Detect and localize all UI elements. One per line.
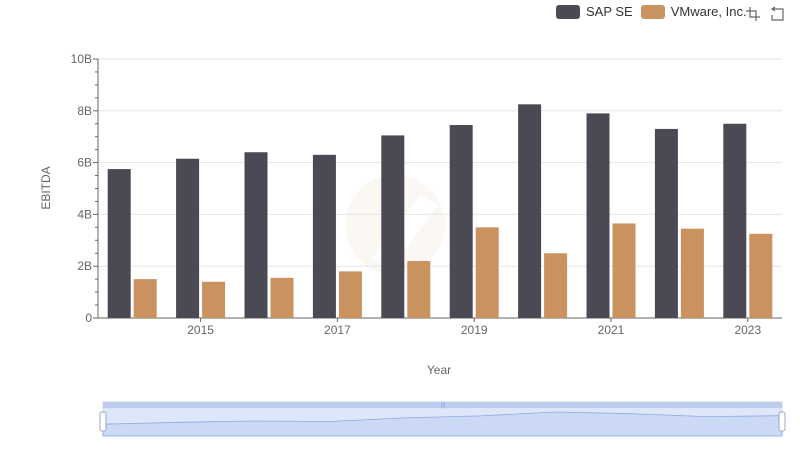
x-tick-label: 2023 [734, 323, 761, 337]
x-tick-label: 2019 [461, 323, 488, 337]
bars [107, 104, 773, 318]
legend: SAP SE VMware, Inc. [556, 4, 747, 19]
legend-item-sap[interactable]: SAP SE [556, 4, 633, 19]
x-tick-label: 2015 [187, 323, 214, 337]
bar-vmware-2019[interactable] [475, 227, 499, 318]
bar-vmware-2014[interactable] [133, 279, 157, 318]
legend-label-vmware: VMware, Inc. [670, 4, 747, 19]
data-zoom-right-handle[interactable] [778, 411, 786, 432]
data-zoom-grip-icon: ||| [441, 403, 446, 409]
bar-sap-2019[interactable] [449, 125, 473, 318]
x-tick-label: 2021 [598, 323, 625, 337]
bar-vmware-2021[interactable] [612, 223, 636, 318]
bar-sap-2021[interactable] [586, 113, 610, 318]
tick-labels: 0 2B 4B 6B 8B 10B 2015 2017 2019 2021 2023 [71, 52, 762, 337]
data-zoom-handle-bar[interactable] [103, 402, 782, 408]
data-zoom-slider[interactable]: ||| [99, 401, 786, 437]
data-zoom-left-handle[interactable] [99, 411, 107, 432]
bar-vmware-2017[interactable] [338, 271, 362, 318]
y-tick-label: 10B [71, 52, 92, 66]
x-axis-label: Year [427, 363, 451, 377]
y-tick-label: 4B [77, 207, 92, 221]
bar-sap-2020[interactable] [518, 104, 542, 318]
restore-icon[interactable] [769, 6, 785, 22]
bar-sap-2018[interactable] [381, 135, 405, 318]
legend-label-sap: SAP SE [586, 4, 633, 19]
bar-vmware-2018[interactable] [407, 261, 431, 318]
x-tick-label: 2017 [324, 323, 351, 337]
bar-vmware-2023[interactable] [749, 233, 773, 318]
y-axis-label: EBITDA [39, 166, 53, 209]
bar-sap-2022[interactable] [654, 128, 678, 318]
bar-sap-2016[interactable] [244, 152, 268, 318]
bar-vmware-2022[interactable] [680, 228, 704, 318]
bar-sap-2015[interactable] [176, 158, 200, 318]
bar-vmware-2020[interactable] [544, 253, 568, 318]
bar-vmware-2016[interactable] [270, 277, 294, 318]
bar-sap-2014[interactable] [107, 169, 131, 318]
y-tick-label: 2B [77, 259, 92, 273]
legend-item-vmware[interactable]: VMware, Inc. [640, 4, 747, 19]
bar-vmware-2015[interactable] [202, 281, 226, 318]
zoom-select-icon[interactable] [745, 6, 761, 22]
toolbox [745, 6, 785, 22]
y-tick-label: 8B [77, 104, 92, 118]
bar-sap-2017[interactable] [312, 154, 336, 318]
y-tick-label: 6B [77, 156, 92, 170]
bar-sap-2023[interactable] [723, 123, 747, 318]
y-tick-label: 0 [85, 311, 92, 325]
legend-swatch-sap [556, 4, 580, 19]
legend-swatch-vmware [640, 4, 665, 19]
